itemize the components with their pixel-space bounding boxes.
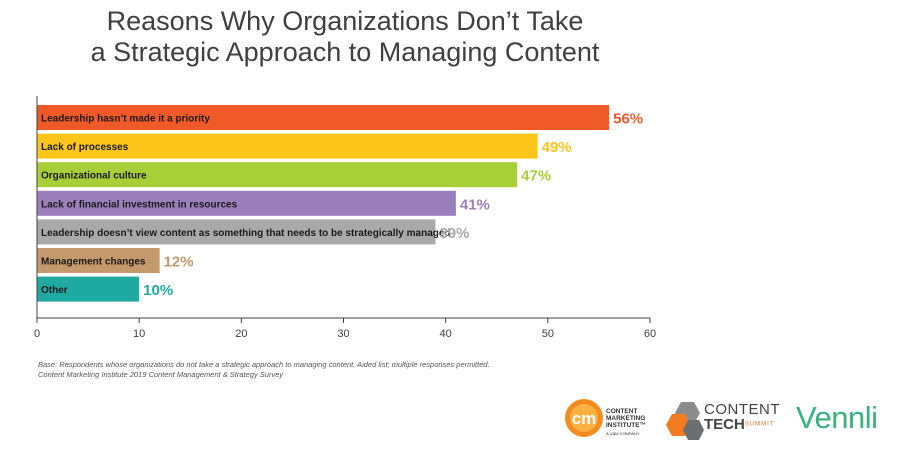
bar-value-label: 39%	[439, 225, 469, 242]
bar	[37, 105, 610, 130]
x-tick-label: 0	[34, 328, 40, 340]
bar-value-label: 12%	[164, 254, 194, 271]
bar	[37, 276, 140, 302]
bar-value-label: 47%	[521, 168, 551, 185]
cmi-logo-line-2: MARKETING	[606, 415, 646, 422]
chart-footnote: Base: Respondents whose organizations do…	[38, 360, 490, 380]
content-tech-line-1: CONTENT	[704, 401, 780, 418]
content-tech-line-2: TECHSUMMIT	[704, 417, 780, 433]
content-tech-logo-text: CONTENT TECHSUMMIT	[704, 402, 780, 433]
x-tick-label: 20	[235, 328, 247, 340]
chart-title-line-2: a Strategic Approach to Managing Content	[90, 37, 600, 67]
chart-title: Reasons Why Organizations Don’t Take a S…	[0, 6, 690, 68]
x-tick-label: 60	[644, 328, 656, 340]
bar	[37, 162, 518, 188]
bar-value-label: 49%	[542, 139, 572, 156]
cmi-logo-line-1: CONTENT	[606, 408, 638, 415]
cmi-logo-line-3: INSTITUTE™	[606, 422, 647, 429]
bar-value-label: 56%	[613, 111, 643, 128]
vennli-logo: Vennli	[796, 400, 878, 435]
content-tech-summit: SUMMIT	[744, 421, 775, 428]
content-tech-tech: TECH	[704, 416, 745, 433]
cmi-logo-mark: cm	[572, 409, 597, 428]
x-tick-label: 10	[133, 328, 145, 340]
bar-category-label: Leadership doesn’t view content as somet…	[41, 228, 451, 239]
x-tick-label: 50	[542, 328, 554, 340]
bar	[37, 133, 538, 159]
bar-category-label: Other	[41, 285, 68, 296]
bar-category-label: Organizational culture	[41, 171, 147, 182]
content-tech-hexagon-icon	[666, 402, 704, 440]
cmi-logo-icon: cm	[565, 399, 603, 437]
bar	[37, 190, 456, 216]
bar-category-label: Management changes	[41, 257, 146, 268]
cmi-logo-text: CONTENT MARKETING INSTITUTE™ A UBM COMPA…	[606, 408, 666, 437]
footnote-base: Base: Respondents whose organizations do…	[38, 360, 490, 369]
bar	[37, 248, 160, 273]
bar-category-label: Lack of financial investment in resource…	[41, 199, 238, 210]
bar-value-label: 41%	[460, 196, 490, 213]
bar-category-label: Leadership hasn’t made it a priority	[41, 114, 210, 125]
chart-title-line-1: Reasons Why Organizations Don’t Take	[106, 6, 584, 36]
footnote-source: Content Marketing Institute 2019 Content…	[38, 370, 284, 379]
cmi-logo-sub: A UBM COMPANY	[606, 431, 640, 436]
x-tick-label: 30	[337, 328, 349, 340]
x-tick-label: 40	[440, 328, 452, 340]
bar	[37, 219, 436, 245]
bar-category-label: Lack of processes	[41, 142, 129, 153]
bar-value-label: 10%	[143, 282, 173, 299]
